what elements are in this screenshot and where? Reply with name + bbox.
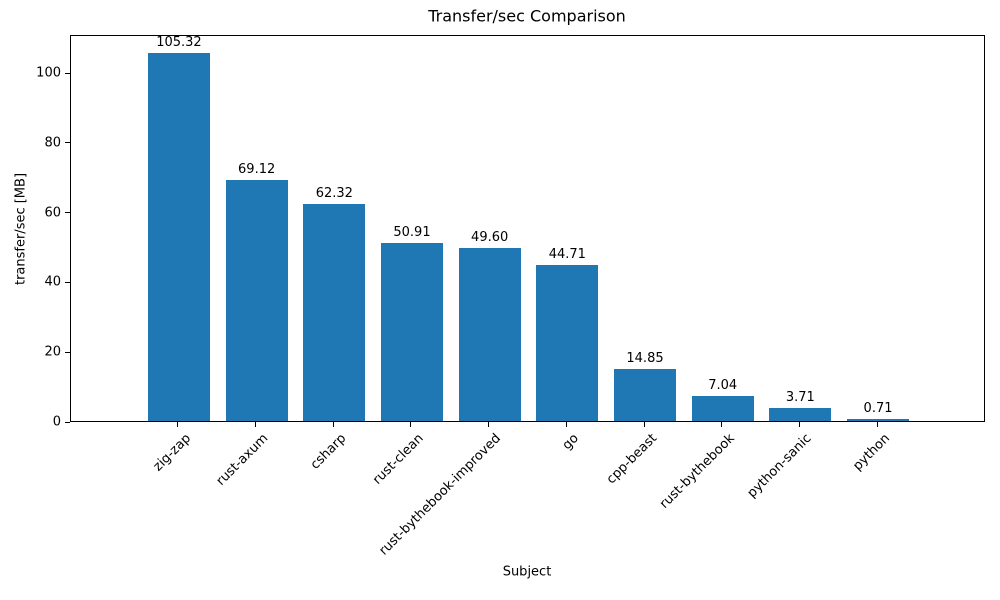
y-tick-label: 0 [52, 414, 61, 430]
bar-rust-clean [380, 243, 444, 421]
bar-python [846, 418, 910, 421]
plot-area: 105.32 69.12 62.32 50.91 49.60 44.71 14.85 7.04… [70, 35, 985, 422]
y-tick-mark [65, 212, 70, 214]
bar-value-label: 49.60 [471, 229, 509, 245]
bar-value-label: 3.71 [785, 390, 815, 406]
bar-value-label: 69.12 [238, 161, 276, 177]
y-tick-label: 100 [36, 65, 61, 81]
x-tick-label-text: go [559, 431, 582, 454]
bar-zig-zap [147, 53, 211, 421]
bar-value-label: 62.32 [315, 185, 353, 201]
bar-value-label: 14.85 [626, 351, 664, 367]
bar-value-label: 44.71 [548, 246, 586, 262]
x-tick-mark [177, 422, 179, 427]
x-tick-mark [255, 422, 257, 427]
bar-go [536, 264, 599, 421]
y-tick-label: 20 [44, 344, 61, 360]
bar-value-label: 7.04 [708, 378, 738, 394]
bar-rust-bythebook-improved [458, 247, 521, 421]
bar-value-label: 0.71 [863, 400, 893, 416]
bar-value-label: 50.91 [393, 225, 431, 241]
x-tick-label-text: rust-clean [369, 431, 427, 488]
x-tick-mark [332, 422, 334, 427]
y-tick-mark [65, 142, 70, 144]
x-tick-mark [488, 422, 490, 427]
y-axis-label: transfer/sec [MB] [13, 172, 29, 286]
x-tick-label-text: rust-bythebook [656, 431, 738, 512]
x-axis-label: Subject [502, 564, 552, 580]
bar-value-label: 105.32 [156, 35, 202, 51]
bar-rust-bythebook [691, 396, 754, 421]
y-tick-label: 40 [44, 274, 61, 290]
x-tick-label-text: rust-axum [213, 431, 272, 489]
y-tick-mark [65, 281, 70, 283]
x-tick-mark [876, 422, 878, 427]
x-tick-label-text: cpp-beast [603, 431, 660, 488]
y-tick-label: 80 [44, 135, 61, 151]
y-tick-label: 60 [44, 205, 61, 221]
x-tick-mark [798, 422, 800, 427]
x-tick-mark [410, 422, 412, 427]
x-tick-mark [643, 422, 645, 427]
x-tick-label-text: python-sanic [745, 431, 815, 501]
bar-python-sanic [769, 408, 832, 421]
y-tick-mark [65, 421, 70, 423]
x-tick-mark [721, 422, 723, 427]
bar-cpp-beast [613, 369, 677, 421]
x-tick-label-text: python [849, 431, 893, 474]
x-tick-label-text: csharp [307, 431, 349, 473]
chart-title: Transfer/sec Comparison [428, 6, 626, 26]
y-tick-mark [65, 72, 70, 74]
y-tick-mark [65, 351, 70, 353]
x-tick-mark [565, 422, 567, 427]
bar-rust-axum [225, 179, 288, 421]
bar-csharp [303, 203, 366, 421]
x-tick-label-text: zig-zap [150, 431, 194, 475]
